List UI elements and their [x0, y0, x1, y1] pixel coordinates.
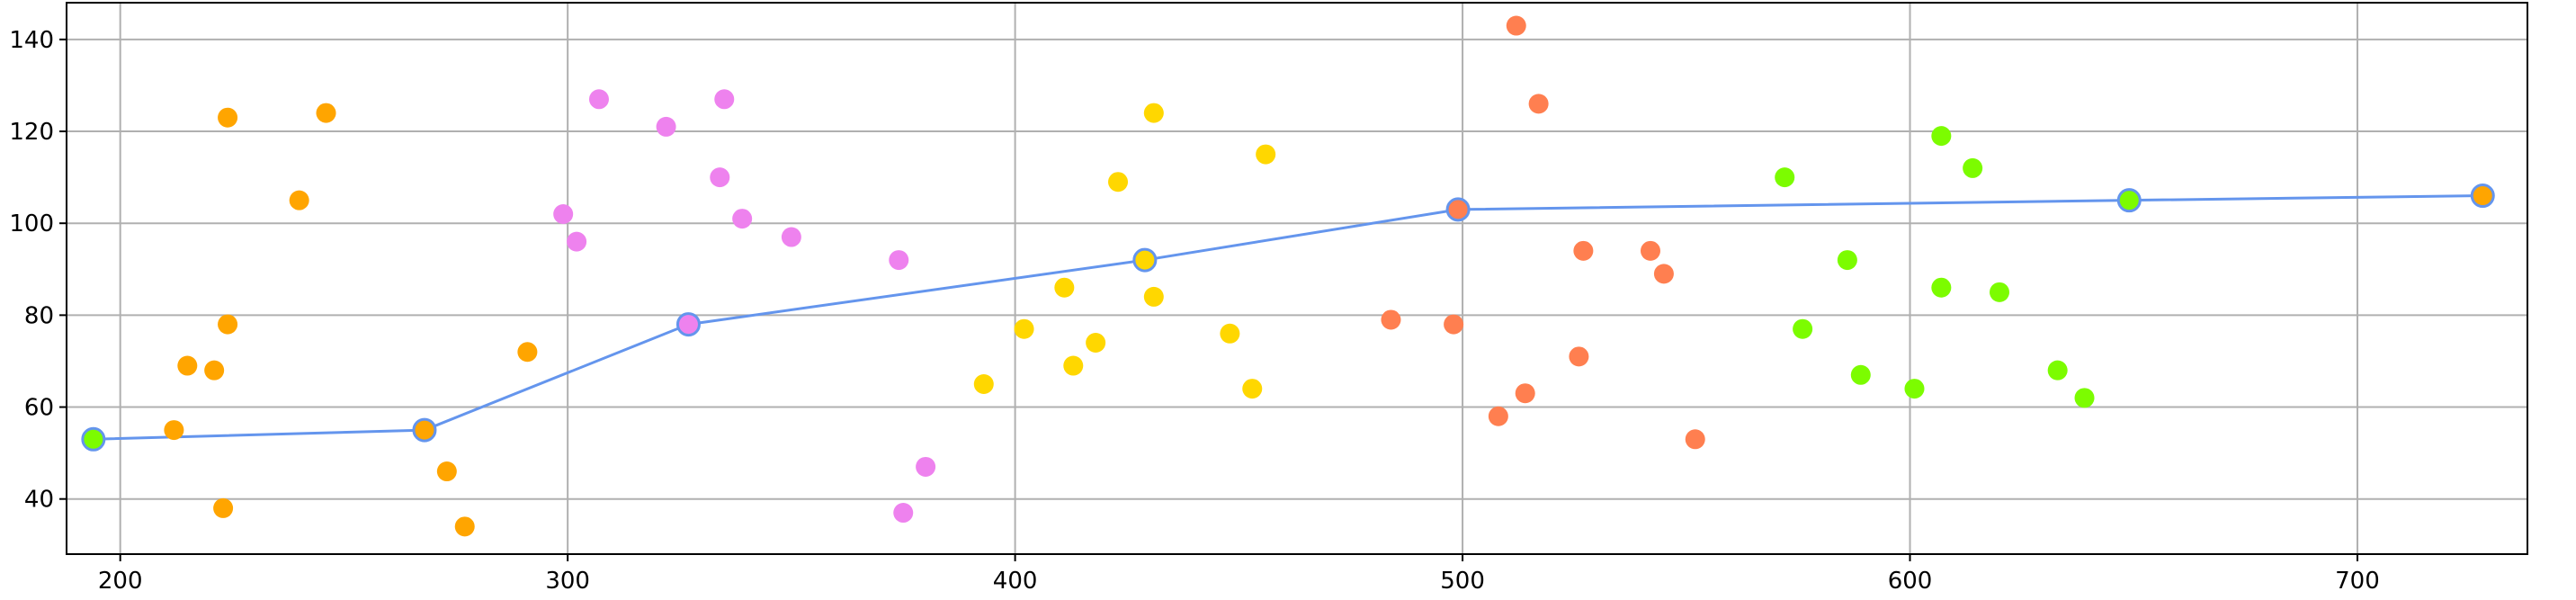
scatter-point — [916, 456, 936, 477]
scatter-point — [889, 250, 909, 271]
y-tick-label: 100 — [9, 210, 54, 237]
line-marker — [2116, 188, 2142, 213]
scatter-point — [656, 116, 676, 137]
scatter-point — [1528, 94, 1549, 114]
plot-frame — [66, 2, 2528, 555]
scatter-point — [1685, 429, 1705, 450]
x-tick-label: 500 — [1440, 568, 1485, 595]
scatter-point — [781, 227, 801, 247]
scatter-point — [1506, 15, 1526, 36]
scatter-point — [1143, 286, 1164, 307]
scatter-point — [732, 209, 753, 229]
y-tick-label: 120 — [9, 119, 54, 146]
scatter-point — [1220, 323, 1240, 344]
line-marker — [675, 312, 701, 337]
scatter-point — [1931, 126, 1952, 147]
scatter-point — [164, 420, 184, 441]
scatter-point — [1837, 250, 1857, 271]
axis-ticks — [59, 38, 2358, 561]
line-marker — [1132, 247, 1158, 273]
scatter-point — [1242, 379, 1263, 399]
scatter-point — [1063, 355, 1084, 376]
scatter-point — [714, 89, 735, 110]
scatter-points — [164, 15, 2095, 537]
scatter-point — [289, 190, 309, 210]
scatter-point — [204, 360, 225, 381]
y-tick-label: 40 — [24, 487, 54, 514]
scatter-point — [1143, 103, 1164, 123]
line-markers — [81, 184, 2495, 452]
scatter-point — [177, 355, 198, 376]
line-marker — [2470, 184, 2495, 209]
scatter-point — [1850, 364, 1871, 385]
scatter-point — [1108, 172, 1129, 193]
scatter-point — [1488, 406, 1508, 426]
scatter-point — [1444, 314, 1464, 335]
scatter-point — [1014, 318, 1034, 339]
scatter-point — [893, 503, 914, 524]
scatter-point — [1054, 277, 1075, 298]
x-tick-label: 600 — [1888, 568, 1933, 595]
scatter-point — [553, 203, 574, 224]
scatter-point — [517, 342, 538, 363]
scatter-point — [1793, 318, 1813, 339]
scatter-point — [218, 107, 238, 128]
scatter-point — [1990, 282, 2010, 302]
grid — [67, 3, 2527, 554]
x-tick-label: 400 — [993, 568, 1038, 595]
line-marker — [412, 417, 437, 443]
scatter-point — [1963, 157, 1983, 178]
scatter-point — [710, 167, 730, 188]
scatter-point — [1775, 167, 1795, 188]
x-tick-label: 700 — [2335, 568, 2380, 595]
scatter-point — [973, 373, 994, 394]
scatter-point — [1904, 379, 1925, 399]
x-tick-label: 200 — [98, 568, 143, 595]
scatter-point — [1931, 277, 1952, 298]
scatter-point — [588, 89, 609, 110]
scatter-point — [1569, 346, 1589, 367]
scatter-point — [2074, 388, 2095, 408]
scatter-point — [213, 497, 234, 518]
line-marker — [1445, 197, 1471, 222]
scatter-point — [1381, 309, 1401, 330]
scatter-point — [2047, 360, 2068, 381]
scatter-point — [218, 314, 238, 335]
scatter-point — [1640, 240, 1660, 261]
axis-tick-labels: 200 300 400 500 600 700 40 60 80 100 120 140 — [9, 27, 2379, 595]
scatter-point — [1256, 144, 1276, 165]
scatter-point — [1653, 264, 1674, 284]
scatter-point — [454, 516, 475, 537]
y-tick-label: 80 — [24, 302, 54, 329]
y-tick-label: 60 — [24, 395, 54, 422]
line-marker — [81, 426, 106, 452]
scatter-point — [1515, 383, 1535, 404]
scatter-point — [436, 461, 457, 482]
y-tick-label: 140 — [9, 27, 54, 54]
x-tick-label: 300 — [545, 568, 590, 595]
scatter-point — [316, 103, 336, 123]
scatter-point — [1086, 333, 1106, 354]
scatter-point — [567, 231, 587, 252]
scatter-point — [1573, 240, 1594, 261]
